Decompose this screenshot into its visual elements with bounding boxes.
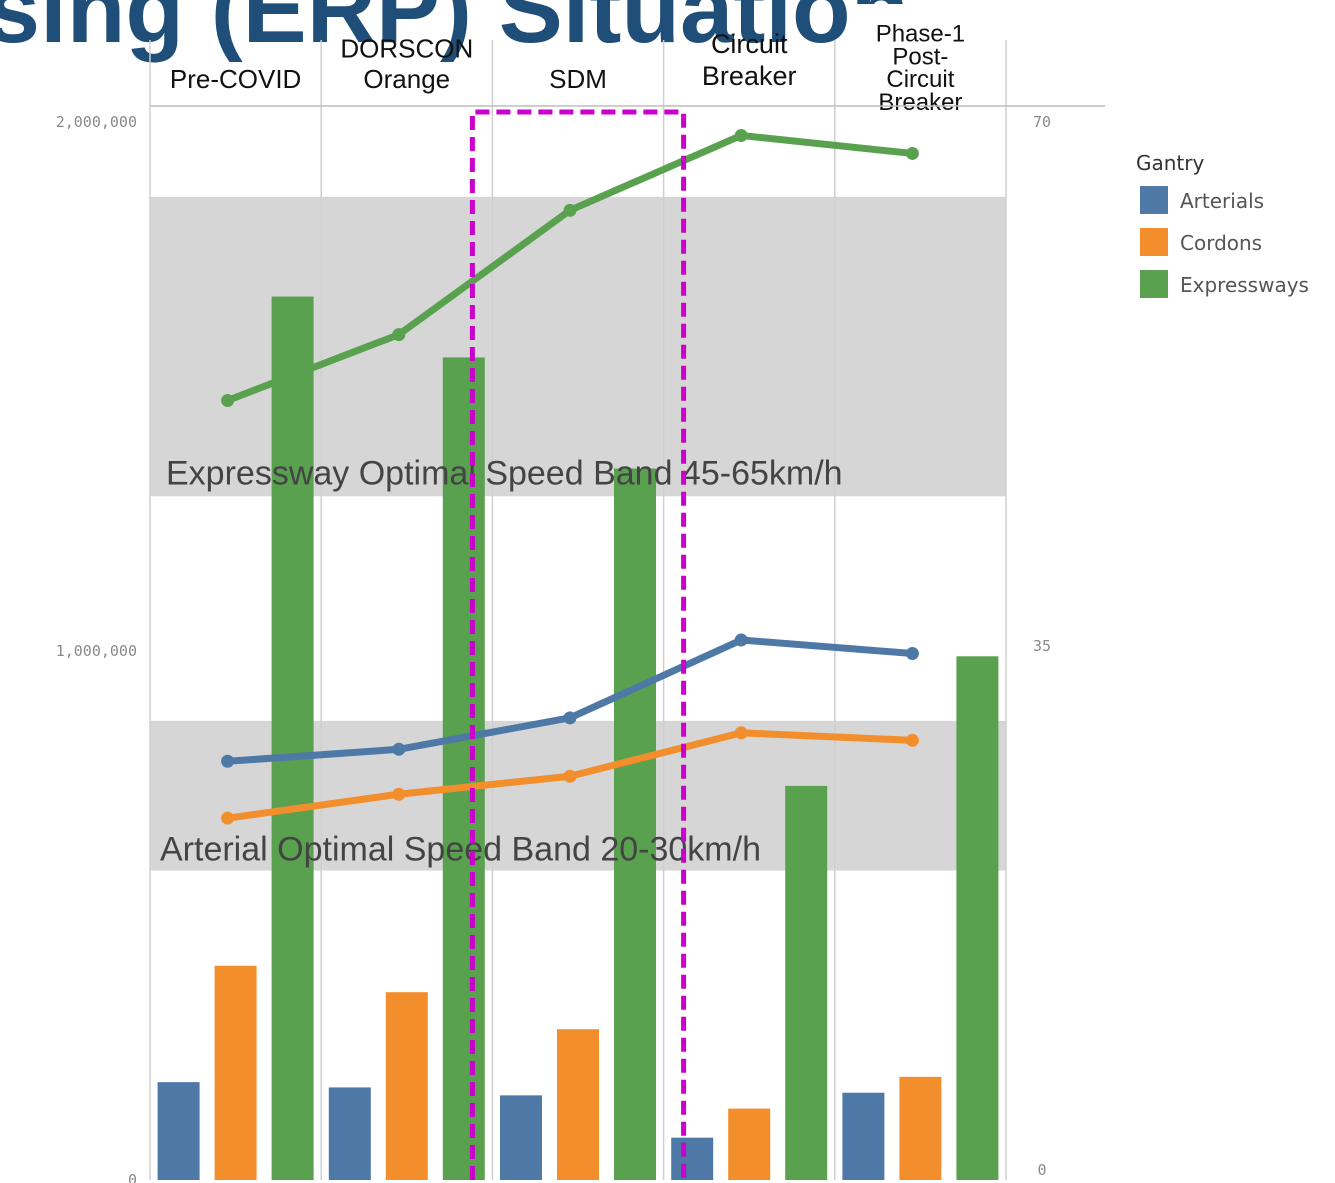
bar-series bbox=[157, 296, 999, 1180]
point-expressways-circuit-breaker bbox=[734, 128, 748, 142]
category-label-bg-4 bbox=[852, 4, 989, 128]
category-label-dorscon-orange-line-1: Orange bbox=[363, 64, 450, 94]
right-axis-tick-1: 35 bbox=[1033, 637, 1051, 655]
category-label-phase-1-post-circuit-breaker-line-3: Breaker bbox=[878, 89, 962, 116]
point-cordons-circuit-breaker bbox=[734, 726, 748, 740]
point-cordons-pre-covid bbox=[221, 811, 235, 825]
bar-arterials-dorscon-orange bbox=[328, 1087, 371, 1180]
page-header: ising (ERP) Situation bbox=[0, 0, 909, 63]
category-label-pre-covid-line-0: Pre-COVID bbox=[170, 64, 301, 94]
legend-swatch-cordons bbox=[1140, 228, 1168, 256]
line-series bbox=[221, 128, 919, 825]
bar-expressways-phase-1-post-circuit-breaker bbox=[956, 656, 999, 1180]
highlight-box bbox=[469, 109, 687, 1180]
category-label-dorscon-orange-line-0: DORSCON bbox=[340, 33, 473, 63]
point-cordons-phase-1-post-circuit-breaker bbox=[905, 733, 919, 747]
left-axis-tick-1: 1,000,000 bbox=[56, 642, 137, 660]
point-arterials-phase-1-post-circuit-breaker bbox=[905, 646, 919, 660]
point-arterials-dorscon-orange bbox=[392, 742, 406, 756]
legend-swatch-expressways bbox=[1140, 270, 1168, 298]
speed-band-label-1: Arterial Optimal Speed Band 20-30km/h bbox=[160, 831, 761, 869]
bar-expressways-circuit-breaker bbox=[785, 785, 828, 1180]
bar-cordons-sdm bbox=[557, 1029, 599, 1180]
category-label-circuit-breaker-line-1: Breaker bbox=[702, 61, 797, 91]
point-expressways-sdm bbox=[563, 203, 577, 217]
point-expressways-dorscon-orange bbox=[392, 328, 406, 342]
bar-expressways-pre-covid bbox=[271, 296, 314, 1180]
bar-arterials-phase-1-post-circuit-breaker bbox=[842, 1092, 885, 1180]
category-label-phase-1-post-circuit-breaker-line-2: Circuit bbox=[886, 66, 954, 93]
bar-expressways-dorscon-orange bbox=[442, 357, 485, 1180]
category-label-sdm-line-0: SDM bbox=[549, 64, 607, 94]
point-arterials-pre-covid bbox=[221, 754, 235, 768]
right-axis-tick-0: 0 bbox=[1037, 1161, 1046, 1179]
legend: Gantry Arterials Cordons Expressways bbox=[1136, 151, 1309, 298]
right-axis-tick-2: 70 bbox=[1033, 113, 1051, 131]
legend-title: Gantry bbox=[1136, 151, 1204, 175]
point-cordons-dorscon-orange bbox=[392, 787, 406, 801]
bar-cordons-circuit-breaker bbox=[728, 1108, 771, 1180]
page-header-title: ising (ERP) Situation bbox=[0, 0, 909, 63]
highlight-box-sdm bbox=[469, 109, 687, 1180]
category-label-phase-1-post-circuit-breaker-line-1: Post- bbox=[892, 43, 948, 70]
legend-label-arterials: Arterials bbox=[1180, 189, 1264, 213]
legend-label-cordons: Cordons bbox=[1180, 231, 1262, 255]
bar-cordons-pre-covid bbox=[214, 965, 257, 1180]
point-expressways-pre-covid bbox=[221, 393, 235, 407]
bar-cordons-phase-1-post-circuit-breaker bbox=[899, 1076, 942, 1180]
category-label-phase-1-post-circuit-breaker-line-0: Phase-1 bbox=[876, 21, 965, 48]
bar-cordons-dorscon-orange bbox=[385, 992, 428, 1180]
point-expressways-phase-1-post-circuit-breaker bbox=[905, 146, 919, 160]
category-label-circuit-breaker-line-0: Circuit bbox=[711, 29, 788, 59]
left-axis-tick-0: 0 bbox=[128, 1171, 137, 1183]
speed-band-labels: Expressway Optimal Speed Band 45-65km/h A… bbox=[160, 454, 843, 868]
bar-arterials-sdm bbox=[500, 1095, 542, 1180]
point-arterials-sdm bbox=[563, 711, 577, 725]
speed-band-label-0: Expressway Optimal Speed Band 45-65km/h bbox=[166, 454, 843, 492]
axes: 0 1,000,000 2,000,000 0 35 70 bbox=[56, 105, 1105, 1183]
bar-arterials-pre-covid bbox=[157, 1082, 200, 1180]
legend-label-expressways: Expressways bbox=[1180, 273, 1309, 297]
category-gridlines bbox=[149, 40, 1007, 1180]
left-axis-tick-2: 2,000,000 bbox=[56, 113, 137, 131]
bar-expressways-sdm bbox=[614, 468, 656, 1180]
point-arterials-circuit-breaker bbox=[734, 633, 748, 647]
point-cordons-sdm bbox=[563, 769, 577, 783]
bar-arterials-circuit-breaker bbox=[671, 1137, 714, 1180]
legend-swatch-arterials bbox=[1140, 186, 1168, 214]
